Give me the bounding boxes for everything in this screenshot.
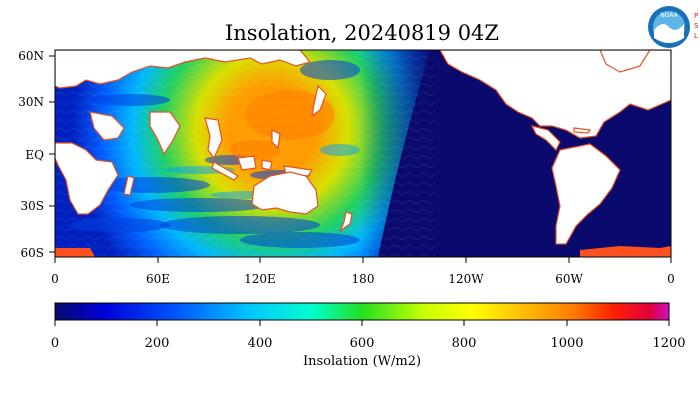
lat-label: 30N (18, 95, 44, 109)
colorbar-gradient (54, 302, 670, 321)
north-america-land (439, 50, 671, 139)
noaa-logo-text: NOAA (660, 12, 678, 19)
lon-label: 180 (352, 272, 375, 286)
latitude-labels: 60N 30N EQ 30S 60S (18, 49, 44, 260)
eurasia-land (55, 50, 312, 89)
lon-label: 0 (51, 272, 59, 286)
australia-land (251, 171, 319, 215)
longitude-labels: 0 60E 120E 180 120W 60W 0 (51, 272, 675, 286)
landmasses (55, 50, 671, 257)
colorbar-tick: 600 (350, 336, 375, 351)
colorbar-tick: 1000 (550, 336, 583, 351)
psl-letter-l: L (694, 32, 698, 40)
lon-label: 0 (667, 272, 675, 286)
africa-land (55, 142, 119, 215)
psl-letter-s: S (694, 22, 699, 30)
psl-letter-p: P (694, 12, 698, 20)
lat-label: 30S (21, 199, 45, 213)
lon-label: 60E (146, 272, 170, 286)
cloud-bands (70, 60, 360, 248)
colorbar-tick: 800 (452, 336, 477, 351)
lon-label: 120E (244, 272, 276, 286)
map-panel (55, 50, 671, 257)
lat-label: 60N (18, 49, 44, 63)
lat-label: EQ (25, 148, 44, 162)
figure-title: Insolation, 20240819 04Z (225, 21, 499, 45)
colorbar: 0 200 400 600 800 1000 1200 Insolation (… (51, 302, 686, 369)
lon-label: 120W (448, 272, 484, 286)
colorbar-tick: 0 (51, 336, 59, 351)
colorbar-tick: 400 (248, 336, 273, 351)
lat-label: 60S (21, 246, 45, 260)
south-america-land (551, 143, 621, 245)
colorbar-label: Insolation (W/m2) (303, 354, 421, 369)
noaa-psl-logo: NOAA P S L (648, 6, 699, 48)
antarctica-land (55, 248, 95, 257)
colorbar-tick: 1200 (652, 336, 685, 351)
lon-label: 60W (555, 272, 583, 286)
madagascar-land (123, 175, 135, 196)
colorbar-tick: 200 (145, 336, 170, 351)
